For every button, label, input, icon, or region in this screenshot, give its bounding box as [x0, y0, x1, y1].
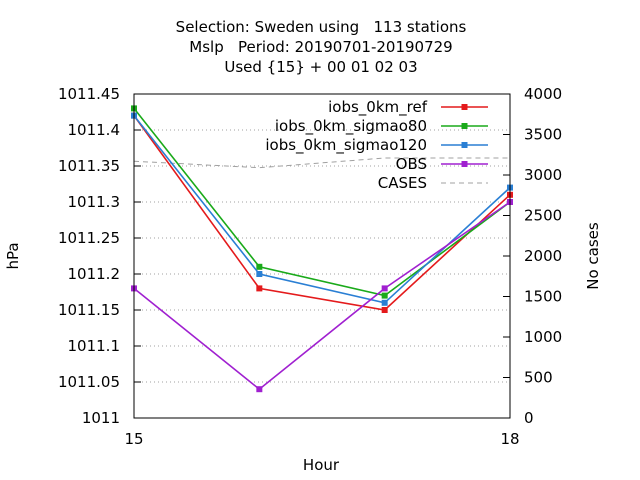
y-tick-label: 1011.4: [68, 121, 121, 139]
legend-marker: [461, 104, 468, 110]
y-tick-label: 1011.2: [68, 265, 121, 283]
legend-item: OBS: [396, 155, 488, 173]
series-line: [133, 107, 511, 297]
series-lines: [131, 105, 513, 393]
legend-marker: [461, 161, 468, 167]
y-tick-label: 1011.3: [68, 193, 121, 211]
y-tick-label: 1011.15: [58, 301, 120, 319]
legend-item: CASES: [378, 174, 488, 192]
y-tick-label: 1011.1: [68, 337, 121, 355]
series-OBS: [131, 199, 513, 393]
data-point: [381, 299, 388, 306]
y2-tick-label: 4000: [524, 85, 562, 103]
y-axis-label: hPa: [4, 242, 22, 269]
data-point: [256, 285, 263, 292]
legend-label: iobs_0km_sigmao120: [265, 136, 427, 155]
x-axis-label: Hour: [303, 456, 340, 474]
y2-tick-label: 2500: [524, 207, 562, 225]
title-line: Mslp Period: 20190701-20190729: [189, 38, 452, 56]
data-point: [381, 292, 388, 299]
data-point: [256, 271, 263, 277]
legend-item: iobs_0km_ref: [328, 98, 488, 117]
y2-tick-label: 1500: [524, 288, 562, 306]
data-point: [381, 285, 388, 292]
x-tick-label: 18: [500, 430, 519, 448]
y2-tick-label: 3000: [524, 166, 562, 184]
y2-tick-label: 500: [524, 369, 553, 387]
legend-label: iobs_0km_sigmao80: [275, 117, 427, 136]
legend-marker: [461, 142, 468, 148]
legend-label: CASES: [378, 174, 427, 192]
data-point: [256, 386, 263, 393]
legend-item: iobs_0km_sigmao80: [275, 117, 488, 136]
legend-marker: [461, 123, 468, 129]
data-point: [381, 307, 388, 313]
y2-tick-label: 1000: [524, 328, 562, 346]
y-tick-label: 1011.45: [58, 85, 120, 103]
y-tick-label: 1011.35: [58, 157, 120, 175]
y2-axis-label: No cases: [584, 222, 602, 290]
data-point: [256, 263, 263, 270]
y-tick-label: 1011.05: [58, 373, 120, 391]
legend-label: iobs_0km_ref: [328, 98, 428, 117]
y-tick-label: 1011: [82, 409, 120, 427]
series-line: [133, 201, 511, 391]
title-line: Used {15} + 00 01 02 03: [224, 58, 417, 76]
y2-tick-label: 0: [524, 409, 534, 427]
legend-item: iobs_0km_sigmao120: [265, 136, 488, 155]
x-tick-label: 15: [124, 430, 143, 448]
chart-title: Selection: Sweden using 113 stations Mslp…: [176, 18, 467, 76]
axes: 1011 1011.05 1011.1 1011.15 1011.2 1011.25 101…: [58, 85, 562, 448]
series-line: [133, 115, 511, 311]
y2-tick-label: 2000: [524, 247, 562, 265]
y-tick-label: 1011.25: [58, 229, 120, 247]
legend-label: OBS: [396, 155, 427, 173]
y2-tick-label: 3500: [524, 126, 562, 144]
legend: iobs_0km_refiobs_0km_sigmao80iobs_0km_si…: [265, 98, 488, 192]
title-line: Selection: Sweden using 113 stations: [176, 18, 467, 36]
grid: [134, 129, 510, 383]
